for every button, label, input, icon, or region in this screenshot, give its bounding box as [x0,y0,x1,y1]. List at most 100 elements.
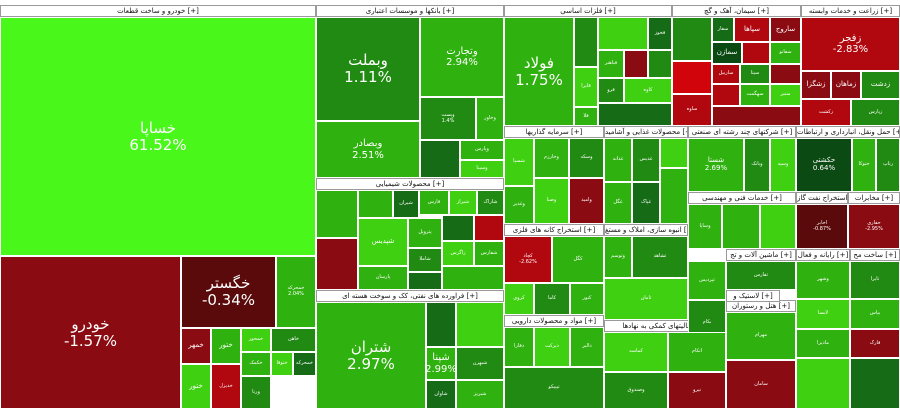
stock-tile-unlabeled[interactable] [598,103,672,126]
stock-tile[interactable]: وخارزم [534,138,569,178]
stock-tile[interactable]: وساپا [688,204,722,249]
stock-tile[interactable]: خاهن [271,328,316,352]
stock-tile[interactable]: سنیر [770,84,801,106]
stock-tile[interactable]: زشگزا [801,71,831,99]
stock-tile-unlabeled[interactable] [474,215,504,241]
stock-tile[interactable]: شاملا [408,248,442,272]
stock-tile-unlabeled[interactable] [648,50,672,78]
stock-tile[interactable]: غگل [604,182,632,224]
stock-tile[interactable]: شپدیس [358,218,408,266]
stock-tile[interactable]: مادیرا [796,329,850,358]
stock-tile[interactable]: لابسا [796,299,850,329]
stock-tile[interactable]: بپاس [850,299,900,329]
stock-tile[interactable]: ختور [211,328,241,364]
stock-tile[interactable]: وپست 1.4% [420,97,476,140]
stock-tile[interactable]: فخوز [648,17,672,50]
stock-tile[interactable]: تایرا [850,261,900,299]
stock-tile[interactable]: وبملت 1.11% [316,17,420,121]
stock-tile[interactable]: غدیس [632,138,660,182]
stock-tile[interactable]: وبانک [744,138,770,192]
stock-tile[interactable]: پارسان [358,266,408,290]
stock-tile[interactable]: کگل [552,236,604,283]
stock-tile[interactable]: خمهر [181,328,211,364]
stock-tile[interactable]: شپنا 2.99% [426,347,456,380]
stock-tile[interactable]: وامید [569,178,604,224]
stock-tile[interactable]: سفانو [770,42,801,64]
sector-header[interactable]: لاستیک و [+] [726,290,780,302]
stock-tile[interactable]: تیپیکو [504,367,604,409]
sector-header[interactable]: محصولات شیمیایی [+] [316,178,504,190]
stock-tile-unlabeled[interactable] [442,266,504,290]
stock-tile[interactable]: نیرو [668,372,726,409]
stock-tile-unlabeled[interactable] [660,168,688,224]
stock-tile[interactable]: کنور [570,283,604,315]
stock-tile[interactable]: رتاپ [876,138,900,192]
stock-tile[interactable]: خساپا 61.52% [0,17,316,256]
stock-tile-unlabeled[interactable] [420,140,460,178]
stock-tile[interactable]: وپارس [460,140,504,160]
stock-tile[interactable]: کچاد -2.62% [504,236,552,283]
stock-tile[interactable]: ساوه [672,94,712,126]
stock-tile-unlabeled[interactable] [660,138,688,168]
sector-header[interactable]: فراورده های نفتی، کک و سوخت هسته ای [+] [316,290,504,302]
stock-tile[interactable]: شفارس [474,241,504,266]
stock-tile[interactable]: خدیزل [211,364,241,409]
stock-tile-unlabeled[interactable] [598,17,648,50]
stock-tile[interactable]: شاوان [426,380,456,409]
sector-header[interactable]: خدمات فنی و مهندسی [+] [688,192,796,204]
stock-tile-unlabeled[interactable] [712,106,801,126]
stock-tile[interactable]: وخاور [476,97,504,140]
stock-tile-unlabeled[interactable] [722,204,760,249]
sector-header[interactable]: سرمایه گذاریها [+] [504,126,604,138]
stock-tile[interactable]: فولاد 1.75% [504,17,574,126]
stock-tile[interactable]: پتروپل [408,218,442,248]
stock-tile[interactable]: وسپه [770,138,796,192]
stock-tile[interactable]: وبصادر 2.51% [316,121,420,178]
stock-tile[interactable]: دبرکت [534,327,570,367]
stock-tile-unlabeled[interactable] [456,302,504,347]
sector-header[interactable]: سیمان، آهک و گچ [+] [672,5,801,17]
stock-tile[interactable]: فرو [598,78,624,103]
sector-header[interactable]: استخراج نفت گاز [+] [796,192,848,204]
stock-tile[interactable]: حتوکا [852,138,876,192]
stock-tile-unlabeled[interactable] [574,17,598,67]
stock-tile-unlabeled[interactable] [742,42,770,64]
stock-tile[interactable]: اتکام [668,332,726,372]
sector-header[interactable]: شرکتهای چند رشته ای صنعتی [+] [688,126,796,138]
sector-header[interactable]: خودرو و ساخت قطعات [+] [0,5,316,17]
sector-header[interactable]: مواد و محصولات دارویی [+] [504,315,604,327]
stock-tile[interactable]: وتوسم [604,236,632,278]
stock-tile[interactable]: وتجارت 2.94% [420,17,504,97]
stock-tile-unlabeled[interactable] [712,84,740,106]
stock-tile-unlabeled[interactable] [408,272,442,290]
stock-tile[interactable]: زپارس [851,99,900,126]
sector-header[interactable]: حمل ونقل، انبارداری و ارتباطات [+] [796,126,900,138]
stock-tile[interactable]: شبریز [456,380,504,409]
sector-header[interactable]: ماشین آلات و تج [+] [726,249,796,261]
sector-header[interactable]: زراعت و خدمات وابسته [+] [801,5,900,17]
stock-tile-unlabeled[interactable] [442,215,474,241]
stock-tile[interactable]: کماسه [604,332,668,372]
stock-tile[interactable]: وصندوق [604,372,668,409]
stock-tile[interactable]: خمحور [241,328,271,352]
stock-tile[interactable]: شستا 2.69% [688,138,744,192]
stock-tile-unlabeled[interactable] [760,204,796,249]
stock-tile-unlabeled[interactable] [770,64,801,84]
stock-tile[interactable]: سمازن [712,42,742,64]
sector-header[interactable]: رایانه و فعال [+] [796,249,850,261]
stock-tile[interactable]: خودرو -1.57% [0,256,181,409]
stock-tile[interactable]: ختور [181,364,211,409]
stock-tile[interactable]: وغدیر [504,186,534,224]
stock-tile[interactable]: ساروج [770,17,801,42]
stock-tile-unlabeled[interactable] [426,302,456,347]
stock-tile[interactable]: دفارا [504,327,534,367]
sector-header[interactable]: فلزات اساسی [+] [504,5,672,17]
stock-tile[interactable]: فارک [850,329,900,358]
stock-tile[interactable]: سپاها [734,17,770,42]
stock-tile[interactable]: شسپا [504,138,534,186]
stock-tile[interactable]: زدشت [861,71,900,99]
stock-tile[interactable]: ساربیل [712,64,740,84]
stock-tile-unlabeled[interactable] [672,17,712,61]
stock-tile[interactable]: اخابر -0.87% [796,204,848,249]
stock-tile[interactable]: سامان [726,360,796,409]
